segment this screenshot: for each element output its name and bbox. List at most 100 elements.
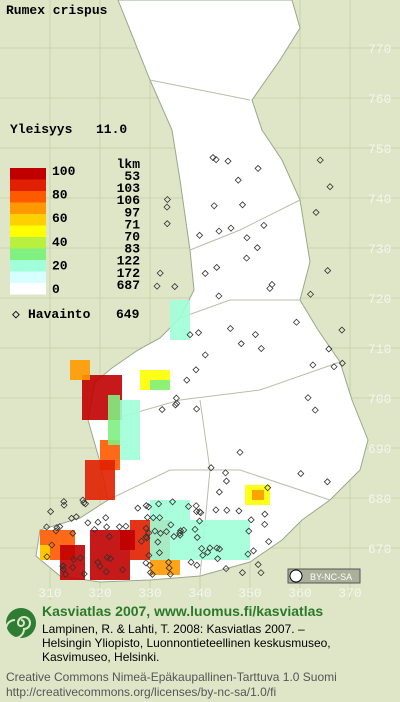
observation-marker: [142, 559, 150, 567]
observation-marker: [166, 570, 174, 578]
observation-marker: [134, 504, 142, 512]
observation-marker: [338, 326, 346, 334]
observation-count: 649: [116, 307, 140, 322]
observation-marker: [214, 555, 222, 563]
east-label: 320: [88, 586, 111, 600]
observation-marker: [145, 503, 153, 511]
observation-marker: [292, 318, 301, 326]
observation-marker: [43, 523, 51, 531]
observation-marker: [323, 478, 331, 486]
observation-marker: [183, 376, 191, 384]
observation-marker: [192, 507, 201, 516]
north-label: 760: [368, 92, 391, 107]
east-label: 360: [288, 586, 311, 600]
observation-marker: [197, 509, 205, 517]
logo: [5, 608, 36, 639]
observation-marker: [306, 290, 315, 298]
observation-marker: [103, 523, 111, 531]
abundance-cell: [40, 545, 50, 560]
observation-marker: [215, 545, 224, 553]
abundance-cells: [40, 300, 270, 580]
observation-marker: [260, 221, 268, 229]
observation-marker: [254, 164, 262, 172]
observation-marker: [137, 537, 145, 545]
north-label: 770: [368, 42, 391, 57]
license-line[interactable]: http://creativecommons.org/licenses/by-n…: [6, 685, 277, 699]
footer: Kasviatlas 2007, www.luomus.fi/kasviatla…: [0, 600, 400, 702]
observation-marker: [80, 570, 88, 578]
observation-marker: [177, 527, 185, 535]
legend-swatch: [10, 283, 46, 295]
observation-marker: [153, 282, 161, 290]
abundance-cell: [170, 300, 190, 340]
observation-marker: [163, 203, 171, 211]
observation-marker: [53, 524, 61, 532]
observation-marker: [76, 554, 84, 562]
north-label: 720: [368, 292, 391, 307]
observation-marker: [165, 564, 173, 572]
observation-marker: [72, 513, 80, 521]
observation-marker: [264, 484, 272, 492]
east-label: 350: [238, 586, 261, 600]
scale-label: 80: [52, 188, 68, 203]
east-label: 310: [38, 586, 61, 600]
north-label: 670: [368, 542, 391, 557]
observation-marker: [206, 544, 214, 552]
observation-symbol: ◇: [12, 307, 20, 322]
legend-swatch: [10, 271, 46, 283]
count: 71: [124, 217, 140, 232]
abundance-cell: [85, 460, 115, 500]
observation-marker: [257, 569, 265, 577]
observation-marker: [176, 529, 184, 537]
count: 70: [124, 230, 140, 245]
observation-marker: [155, 549, 164, 557]
observation-marker: [196, 231, 204, 239]
observation-marker: [142, 502, 150, 510]
observation-marker: [149, 514, 157, 522]
observation-marker: [155, 500, 163, 508]
observation-marker: [115, 523, 124, 531]
legend-swatch: [10, 168, 46, 180]
license-text: Creative Commons Nimeä-Epäkaupallinen-Ta…: [6, 670, 337, 700]
abundance-cell: [150, 560, 180, 575]
observation-marker: [330, 363, 338, 371]
observation-marker: [244, 550, 252, 558]
observation-marker: [204, 548, 212, 556]
observation-marker: [119, 566, 127, 574]
observation-marker: [195, 517, 204, 525]
north-label: 700: [368, 392, 391, 407]
observation-marker: [222, 477, 231, 485]
observation-marker: [213, 544, 221, 552]
scale-label: 100: [52, 164, 76, 179]
site-link[interactable]: Kasviatlas 2007, www.luomus.fi/kasviatla…: [42, 603, 324, 619]
badge-text: BY-NC-SA: [310, 572, 352, 582]
observation-marker: [199, 551, 207, 559]
observation-marker: [142, 524, 150, 532]
legend-swatch: [10, 202, 46, 214]
badge-box: [287, 568, 361, 584]
abundance-cell: [150, 380, 170, 390]
observation-marker: [143, 513, 152, 522]
observation-marker: [213, 263, 221, 272]
observation-marker: [207, 464, 215, 472]
observation-marker: [60, 501, 68, 509]
observation-marker: [184, 502, 193, 511]
observation-marker: [156, 514, 164, 522]
observation-marker: [192, 366, 200, 374]
observation-marker: [194, 329, 203, 337]
legend-swatch: [10, 225, 46, 237]
observation-marker: [316, 156, 324, 164]
citation-line: Lampinen, R. & Lahti, T. 2008: Kasviatla…: [42, 622, 305, 636]
count: 122: [117, 254, 141, 269]
observation-marker: [268, 280, 276, 289]
observation-marker: [193, 561, 201, 569]
observation-marker: [156, 529, 165, 537]
observation-marker: [94, 558, 102, 566]
observation-marker: [69, 529, 77, 537]
abundance-cell: [120, 530, 135, 550]
observation-marker: [234, 176, 242, 184]
observation-marker: [212, 506, 220, 514]
north-label: 680: [368, 492, 391, 507]
observation-marker: [212, 156, 220, 164]
